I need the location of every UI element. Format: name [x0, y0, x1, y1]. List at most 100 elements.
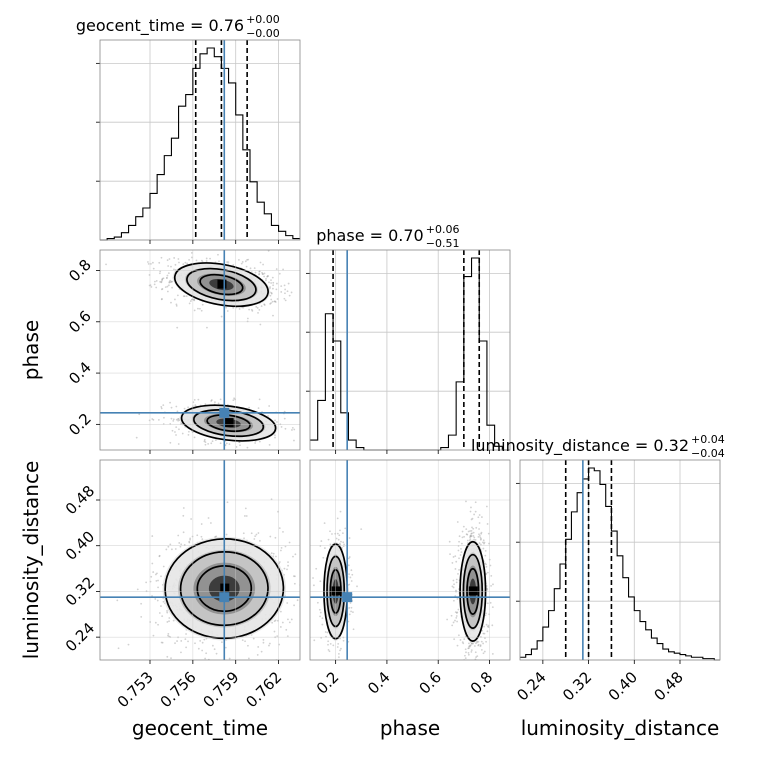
sample-point [161, 641, 164, 644]
sample-point [201, 641, 204, 644]
sample-point [166, 290, 169, 293]
sample-point [479, 536, 482, 539]
sample-point [474, 510, 477, 513]
sample-point [154, 621, 157, 624]
x-tick-label-geocent_time-0: 0.753 [114, 668, 157, 711]
sample-point [242, 532, 245, 535]
contour-line-1 [192, 409, 265, 438]
sample-point [267, 274, 269, 277]
sample-point [272, 552, 275, 555]
sample-point [452, 586, 455, 589]
sample-point [127, 643, 130, 646]
sample-point [484, 637, 486, 640]
sample-point [323, 522, 326, 525]
sample-point [209, 257, 211, 260]
sample-point [340, 647, 342, 650]
x-axis-label-geocent_time: geocent_time [132, 716, 268, 740]
sample-point [263, 304, 266, 306]
sample-point [167, 265, 170, 267]
sample-point [268, 642, 271, 645]
y-tick-label-luminosity_distance-3: 0.48 [62, 482, 98, 518]
sample-point [154, 280, 156, 283]
sample-point [177, 419, 180, 422]
sample-point [257, 311, 259, 314]
sample-point [306, 296, 308, 298]
sample-point [479, 645, 482, 648]
sample-point [161, 279, 163, 281]
sample-point [455, 560, 458, 563]
sample-point [453, 660, 455, 662]
sample-point [226, 310, 229, 312]
x-tick-label-geocent_time-1: 0.756 [157, 668, 200, 711]
contour-line-1 [179, 550, 269, 627]
sample-point [176, 410, 179, 413]
sample-point [154, 573, 157, 576]
sample-point [197, 307, 199, 310]
sample-point [261, 271, 263, 274]
sample-point [173, 268, 175, 271]
sample-point [327, 648, 330, 651]
sample-point [268, 644, 270, 647]
sample-point [189, 537, 192, 540]
sample-point [452, 579, 455, 582]
x-axis-label-phase: phase [380, 716, 440, 740]
sample-point [479, 644, 482, 647]
sample-point [182, 669, 184, 671]
sample-point [159, 270, 162, 273]
sample-point [175, 418, 178, 421]
sample-point [472, 531, 475, 534]
sample-point [197, 398, 200, 401]
sample-point [170, 548, 173, 551]
sample-point [487, 626, 490, 629]
sample-point [452, 621, 455, 624]
sample-point [485, 612, 487, 615]
sample-point [475, 642, 477, 645]
sample-point [166, 655, 169, 658]
sample-point [181, 668, 183, 670]
sample-point [469, 510, 472, 513]
sample-point [284, 288, 287, 291]
x-tick-label-phase-1: 0.4 [364, 668, 394, 698]
sample-point [319, 615, 321, 618]
hist-bg-luminosity_distance [520, 460, 720, 660]
sample-point [455, 615, 458, 617]
sample-point [254, 442, 257, 444]
sample-point [280, 291, 283, 293]
sample-point [172, 419, 175, 422]
sample-point [200, 535, 203, 538]
sample-point [162, 404, 165, 407]
sample-point [151, 535, 154, 537]
sample-point [238, 308, 241, 310]
x-tick-label-luminosity_distance-3: 0.48 [650, 668, 686, 704]
sample-point [272, 284, 275, 287]
sample-point [315, 567, 318, 570]
sample-point [474, 658, 477, 660]
sample-point [170, 265, 172, 268]
sample-point [145, 581, 148, 584]
sample-point [274, 434, 276, 437]
sample-point [313, 639, 316, 642]
sample-point [182, 514, 185, 517]
sample-point [291, 426, 294, 429]
sample-point [262, 641, 265, 644]
sample-point [280, 285, 283, 288]
sample-point [465, 533, 468, 536]
sample-point [469, 645, 471, 648]
sample-point [287, 282, 290, 285]
sample-point [477, 643, 480, 646]
sample-point [302, 603, 304, 605]
sample-point [200, 668, 202, 670]
sample-point [472, 535, 475, 537]
sample-point [349, 576, 352, 579]
sample-point [321, 623, 324, 626]
sample-point [255, 305, 258, 308]
sample-point [304, 297, 306, 299]
sample-point [210, 522, 212, 524]
sample-point [162, 277, 165, 280]
sample-point [467, 530, 470, 533]
sample-point [263, 303, 266, 306]
sample-point [286, 635, 289, 638]
sample-point [467, 647, 470, 650]
sample-point [203, 638, 206, 641]
